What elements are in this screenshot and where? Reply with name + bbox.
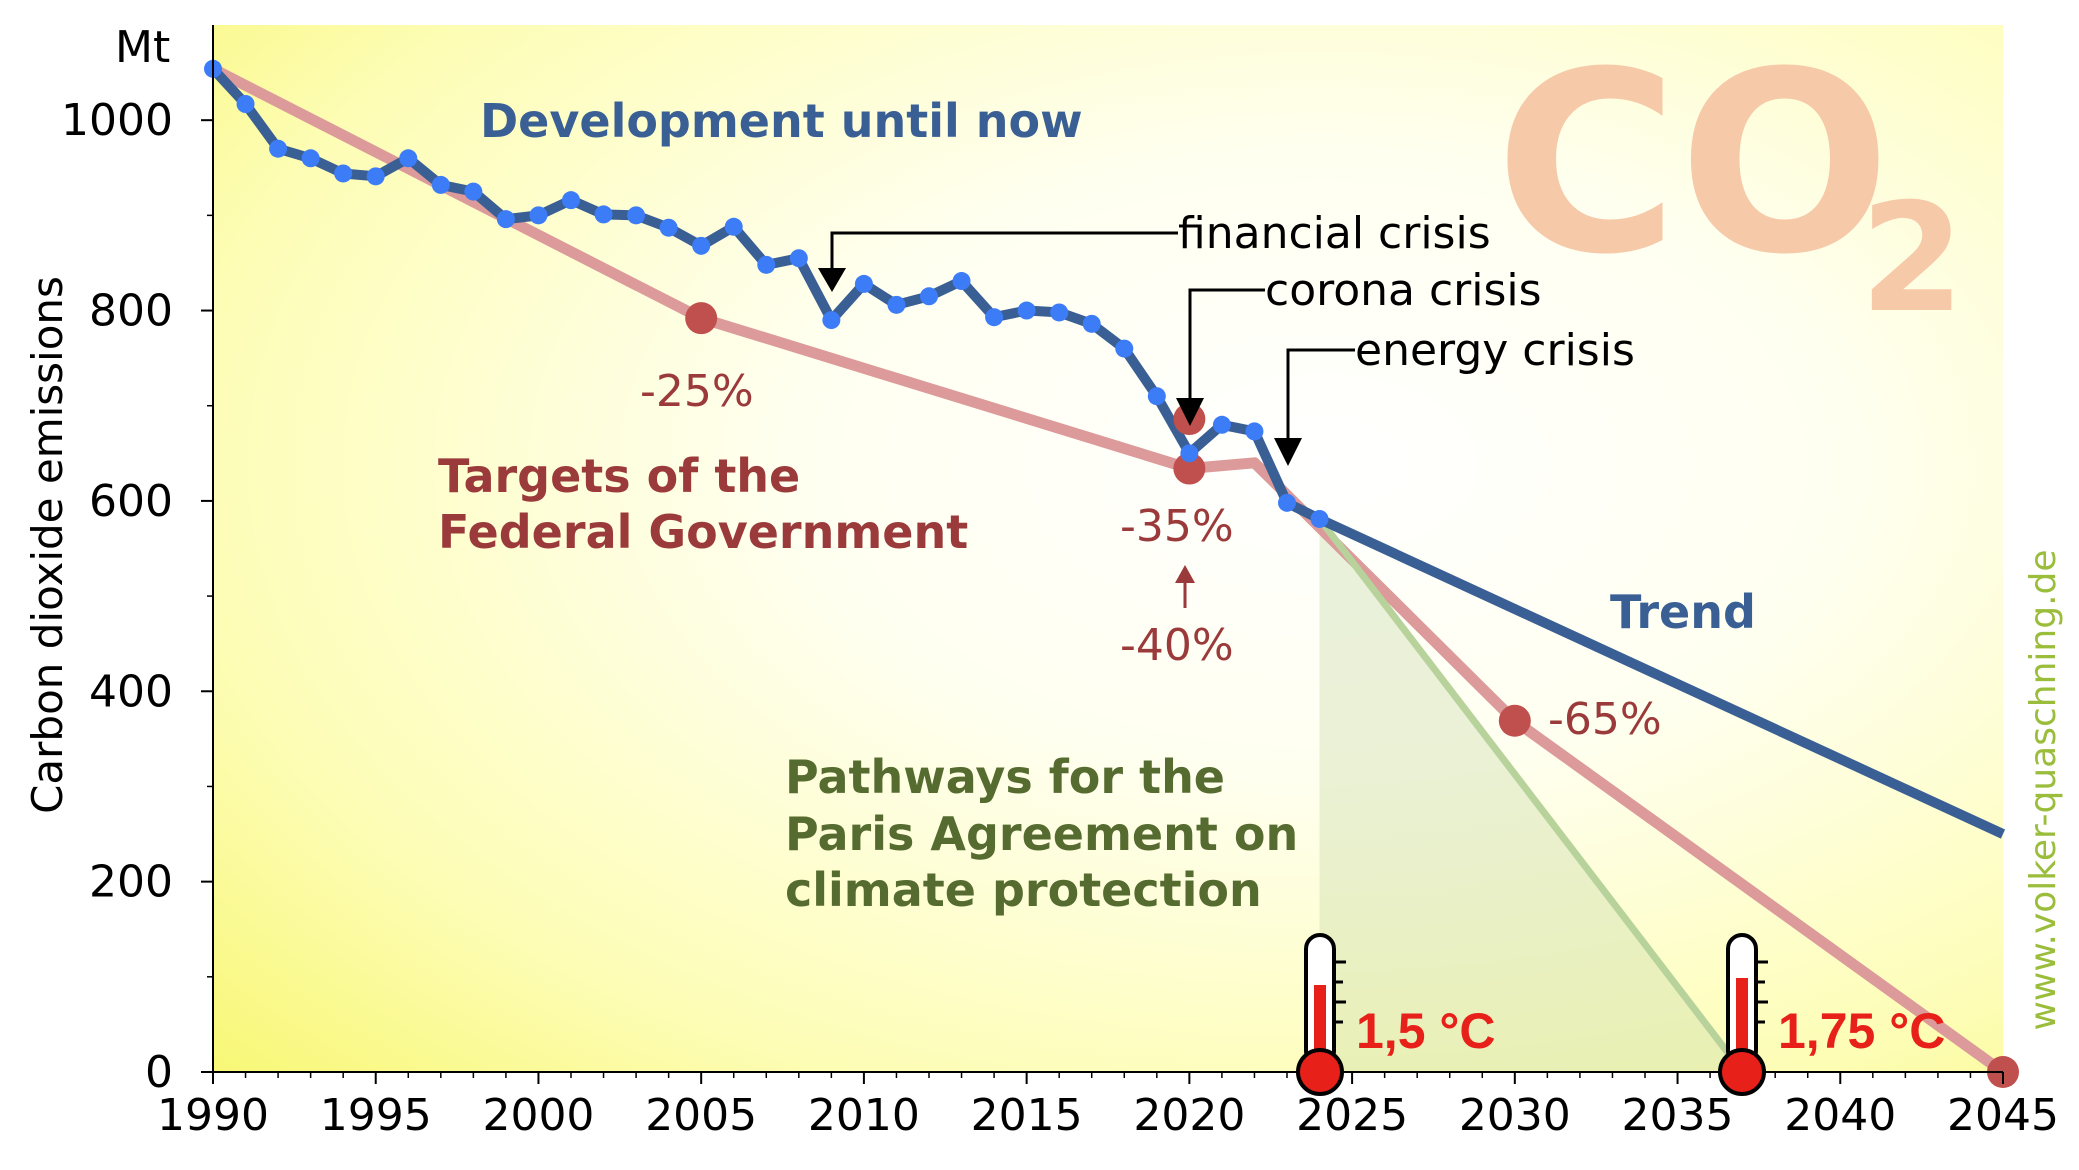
y-tick-label: 1000 xyxy=(61,95,173,146)
co2-watermark-subscript: 2 xyxy=(1860,172,1964,346)
y-tick-label: 0 xyxy=(145,1047,173,1098)
pct-35-label: -35% xyxy=(1120,501,1234,552)
x-tick-label: 2040 xyxy=(1784,1090,1896,1141)
development-point xyxy=(594,205,613,224)
development-point xyxy=(1278,493,1296,512)
development-point xyxy=(431,175,450,194)
paris-label-line1: Pathways for the xyxy=(785,750,1225,804)
target-marker xyxy=(1498,704,1531,737)
development-point xyxy=(1245,422,1264,441)
development-point xyxy=(985,308,1004,327)
development-point xyxy=(399,149,418,168)
corona-crisis-annotation: corona crisis xyxy=(1176,265,1542,426)
target-marker xyxy=(1173,452,1206,485)
y-axis-label: Carbon dioxide emissions xyxy=(23,276,72,814)
x-tick-label: 2015 xyxy=(971,1090,1083,1141)
development-point xyxy=(301,149,320,168)
development-point xyxy=(1147,387,1166,406)
y-tick-label: 800 xyxy=(89,286,173,337)
development-point xyxy=(659,218,678,237)
energy-crisis-annotation: energy crisis xyxy=(1274,325,1635,466)
development-point xyxy=(1050,303,1069,322)
development-point xyxy=(496,210,515,229)
development-point xyxy=(724,217,743,236)
corona-crisis-label: corona crisis xyxy=(1265,265,1542,316)
x-tick-label: 2025 xyxy=(1296,1090,1408,1141)
pct-65-label: -65% xyxy=(1548,694,1662,745)
development-point xyxy=(757,255,776,274)
temp-15-label: 1,5 °C xyxy=(1356,1003,1496,1059)
development-point xyxy=(334,164,353,183)
thermometer-icon xyxy=(1296,933,1346,1096)
x-tick-label: 2020 xyxy=(1133,1090,1245,1141)
paris-label-line2: Paris Agreement on xyxy=(785,807,1298,861)
pct-25-label: -25% xyxy=(640,366,754,417)
y-axis-unit: Mt xyxy=(115,22,170,73)
development-label: Development until now xyxy=(480,94,1083,148)
trend-line xyxy=(1317,514,2006,839)
y-tick-label: 400 xyxy=(89,666,173,717)
development-point xyxy=(920,287,938,306)
x-tick-label: 1990 xyxy=(157,1090,269,1141)
financial-crisis-annotation: financial crisis xyxy=(818,208,1491,292)
thermometer-icon xyxy=(1718,933,1768,1096)
x-tick-label: 2035 xyxy=(1622,1090,1734,1141)
co2-watermark: CO xyxy=(1495,18,1891,309)
x-tick-label: 1995 xyxy=(320,1090,432,1141)
paris-label-line3: climate protection xyxy=(785,863,1262,917)
x-tick-label: 2010 xyxy=(808,1090,920,1141)
targets-label-line2: Federal Government xyxy=(438,505,968,559)
development-point xyxy=(627,206,646,225)
axes xyxy=(212,25,2003,1073)
plot-background xyxy=(213,25,2003,1072)
paris-pathway-line xyxy=(1316,516,1746,1075)
development-point xyxy=(562,191,580,210)
development-point xyxy=(464,182,483,201)
development-point xyxy=(1017,301,1036,320)
credit-text: www.volker-quaschning.de xyxy=(2023,549,2064,1030)
development-point xyxy=(269,139,288,158)
development-point xyxy=(789,249,808,268)
development-point xyxy=(854,274,873,293)
development-point xyxy=(1180,444,1199,463)
development-point xyxy=(1310,509,1329,528)
y-tick-label: 600 xyxy=(89,476,173,527)
temp-175-label: 1,75 °C xyxy=(1778,1003,1945,1059)
development-point xyxy=(1082,314,1101,333)
development-point xyxy=(822,311,841,330)
targets-label-line1: Targets of the xyxy=(438,449,800,503)
development-point xyxy=(366,167,385,186)
pct-40-label: -40% xyxy=(1120,620,1234,671)
development-point xyxy=(887,295,906,314)
x-tick-label: 2005 xyxy=(645,1090,757,1141)
development-point xyxy=(1115,339,1134,358)
development-point xyxy=(952,272,971,291)
target-marker xyxy=(685,302,718,335)
trend-label: Trend xyxy=(1610,585,1756,639)
development-point xyxy=(236,95,255,114)
development-point xyxy=(1212,415,1231,434)
financial-crisis-label: financial crisis xyxy=(1178,208,1491,259)
targets-line xyxy=(207,63,2009,1078)
x-tick-label: 2030 xyxy=(1459,1090,1571,1141)
development-point xyxy=(529,206,548,225)
pct-40-arrow xyxy=(1175,565,1195,608)
x-tick-label: 2045 xyxy=(1947,1090,2059,1141)
x-tick-label: 2000 xyxy=(482,1090,594,1141)
energy-crisis-label: energy crisis xyxy=(1355,325,1635,376)
y-tick-label: 200 xyxy=(89,857,173,908)
development-point xyxy=(692,236,711,255)
